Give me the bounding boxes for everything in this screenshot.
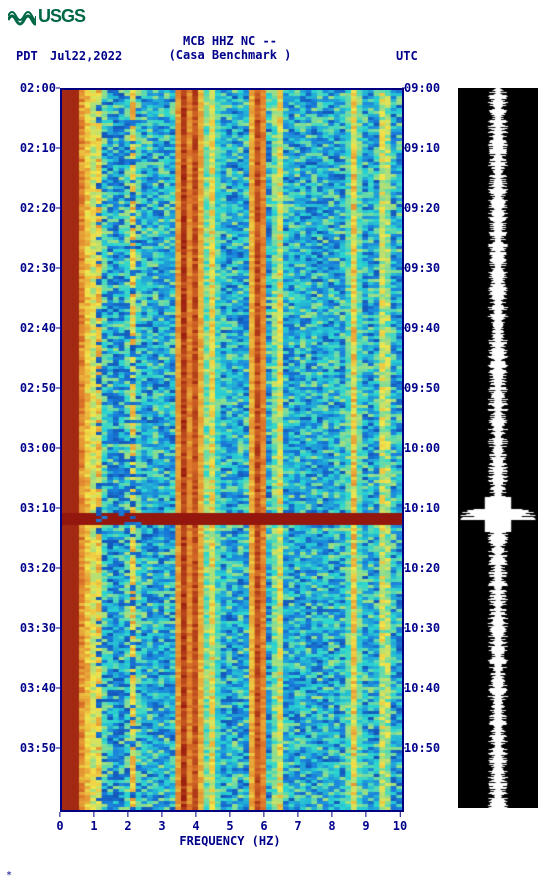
- x-axis-label: FREQUENCY (HZ): [60, 834, 400, 848]
- x-tick: 9: [362, 812, 369, 833]
- y-tick-right: 10:00: [404, 441, 450, 455]
- y-tick-left: 02:10: [10, 141, 56, 155]
- y-tick-right: 09:50: [404, 381, 450, 395]
- usgs-logo: USGS: [8, 6, 85, 27]
- x-tick: 3: [158, 812, 165, 833]
- y-tick-right: 09:40: [404, 321, 450, 335]
- y-tick-right: 09:30: [404, 261, 450, 275]
- x-tick: 5: [226, 812, 233, 833]
- x-tick: 1: [90, 812, 97, 833]
- y-tick-left: 03:50: [10, 741, 56, 755]
- header-right-tz: UTC: [396, 49, 418, 63]
- y-tick-left: 03:30: [10, 621, 56, 635]
- y-tick-right: 10:30: [404, 621, 450, 635]
- y-tick-right: 09:10: [404, 141, 450, 155]
- x-tick: 2: [124, 812, 131, 833]
- x-tick: 4: [192, 812, 199, 833]
- y-tick-right: 10:20: [404, 561, 450, 575]
- header-line1: MCB HHZ NC --: [0, 34, 460, 48]
- spectrogram-canvas: [62, 90, 402, 810]
- footer-mark: *: [6, 870, 12, 881]
- amplitude-trace: [458, 88, 538, 808]
- y-tick-left: 02:50: [10, 381, 56, 395]
- x-tick: 6: [260, 812, 267, 833]
- y-tick-right: 09:00: [404, 81, 450, 95]
- header-left-tz: PDT: [16, 49, 38, 63]
- y-tick-right: 09:20: [404, 201, 450, 215]
- y-tick-left: 02:40: [10, 321, 56, 335]
- x-tick: 8: [328, 812, 335, 833]
- y-tick-left: 02:20: [10, 201, 56, 215]
- y-tick-left: 03:40: [10, 681, 56, 695]
- y-tick-right: 10:10: [404, 501, 450, 515]
- usgs-wave-icon: [8, 8, 36, 26]
- spectrogram-plot: [60, 88, 404, 812]
- y-tick-right: 10:40: [404, 681, 450, 695]
- y-axis-right: 09:0009:1009:2009:3009:4009:5010:0010:10…: [404, 88, 450, 808]
- header-date: Jul22,2022: [50, 49, 122, 63]
- y-tick-left: 03:10: [10, 501, 56, 515]
- x-tick: 0: [56, 812, 63, 833]
- y-axis-left: 02:0002:1002:2002:3002:4002:5003:0003:10…: [10, 88, 56, 808]
- y-tick-left: 02:00: [10, 81, 56, 95]
- usgs-logo-text: USGS: [38, 6, 85, 27]
- y-tick-left: 02:30: [10, 261, 56, 275]
- x-tick: 10: [393, 812, 407, 833]
- y-tick-left: 03:00: [10, 441, 56, 455]
- trace-canvas: [458, 88, 538, 808]
- x-tick: 7: [294, 812, 301, 833]
- y-tick-left: 03:20: [10, 561, 56, 575]
- y-tick-right: 10:50: [404, 741, 450, 755]
